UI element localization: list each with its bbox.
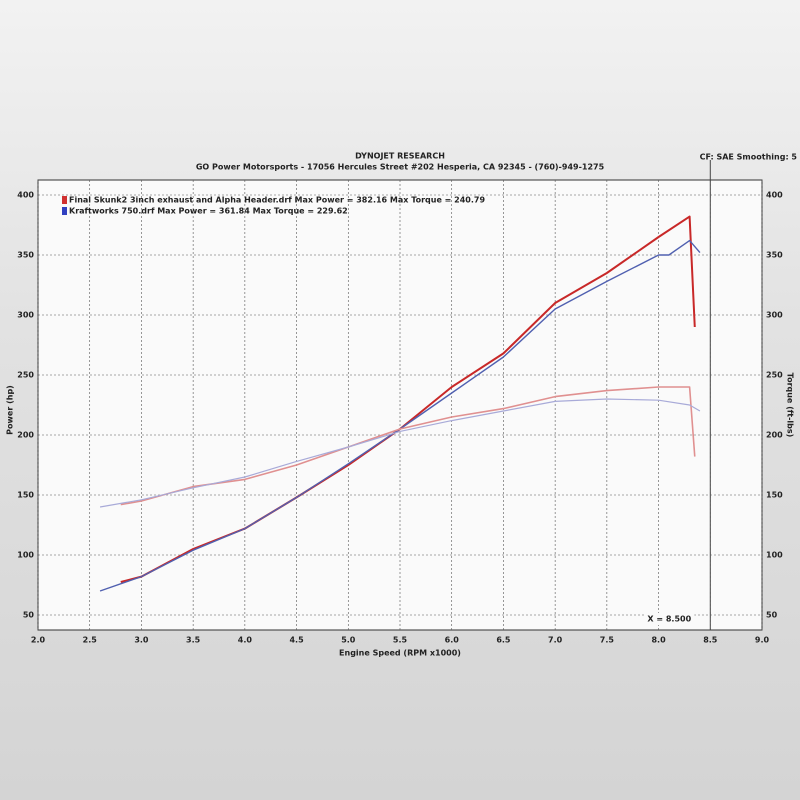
- y-tick-label: 250: [17, 371, 34, 380]
- x-tick-label: 2.5: [83, 636, 98, 645]
- y2-tick-label: 50: [766, 611, 778, 620]
- legend-entry: Kraftworks 750.drf Max Power = 361.84 Ma…: [69, 207, 348, 216]
- settings-label: CF: SAE Smoothing: 5: [700, 153, 798, 162]
- x-axis-label: Engine Speed (RPM x1000): [339, 649, 461, 658]
- x-tick-label: 9.0: [755, 636, 770, 645]
- x-tick-label: 3.0: [134, 636, 149, 645]
- y-tick-label: 50: [23, 611, 35, 620]
- series-line: [99, 239, 701, 592]
- y2-tick-label: 150: [766, 491, 783, 500]
- x-tick-label: 8.5: [703, 636, 718, 645]
- legend-swatch: [62, 196, 67, 204]
- x-tick-label: 5.5: [393, 636, 408, 645]
- x-tick-label: 8.0: [651, 636, 666, 645]
- y2-tick-label: 300: [766, 311, 783, 320]
- chart-subtitle: GO Power Motorsports - 17056 Hercules St…: [196, 163, 605, 172]
- x-tick-label: 4.0: [238, 636, 253, 645]
- cursor-label-box: [644, 613, 695, 625]
- y2-tick-label: 100: [766, 551, 783, 560]
- y-tick-label: 350: [17, 251, 34, 260]
- y-tick-label: 200: [17, 431, 34, 440]
- y-tick-label: 150: [17, 491, 34, 500]
- cursor-label: X = 8.500: [647, 615, 691, 624]
- x-tick-label: 7.5: [600, 636, 615, 645]
- y2-tick-label: 350: [766, 251, 783, 260]
- x-tick-label: 5.0: [341, 636, 356, 645]
- x-tick-label: 2.0: [31, 636, 46, 645]
- y-tick-label: 400: [17, 191, 34, 200]
- y-tick-label: 100: [17, 551, 34, 560]
- x-tick-label: 6.0: [445, 636, 460, 645]
- y2-tick-label: 400: [766, 191, 783, 200]
- x-tick-label: 4.5: [289, 636, 304, 645]
- y-tick-label: 300: [17, 311, 34, 320]
- y2-tick-label: 250: [766, 371, 783, 380]
- y-axis-label: Power (hp): [6, 385, 15, 435]
- series-line: [99, 398, 701, 508]
- series-line: [120, 215, 696, 583]
- x-tick-label: 6.5: [496, 636, 511, 645]
- legend-swatch: [62, 207, 67, 215]
- y2-axis-label: Torque (ft-lbs): [786, 373, 795, 438]
- chart-title: DYNOJET RESEARCH: [355, 152, 445, 161]
- y2-tick-label: 200: [766, 431, 783, 440]
- x-tick-label: 7.0: [548, 636, 563, 645]
- x-tick-label: 3.5: [186, 636, 201, 645]
- legend-entry: Final Skunk2 3inch exhaust and Alpha Hea…: [69, 196, 485, 205]
